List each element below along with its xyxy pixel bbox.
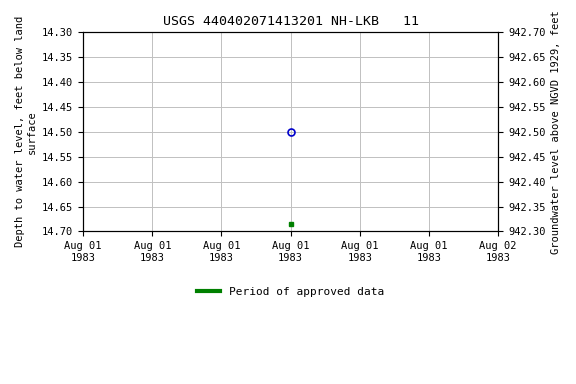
Y-axis label: Depth to water level, feet below land
surface: Depth to water level, feet below land su…	[15, 16, 37, 247]
Legend: Period of approved data: Period of approved data	[193, 283, 388, 302]
Y-axis label: Groundwater level above NGVD 1929, feet: Groundwater level above NGVD 1929, feet	[551, 10, 561, 253]
Title: USGS 440402071413201 NH-LKB   11: USGS 440402071413201 NH-LKB 11	[162, 15, 419, 28]
